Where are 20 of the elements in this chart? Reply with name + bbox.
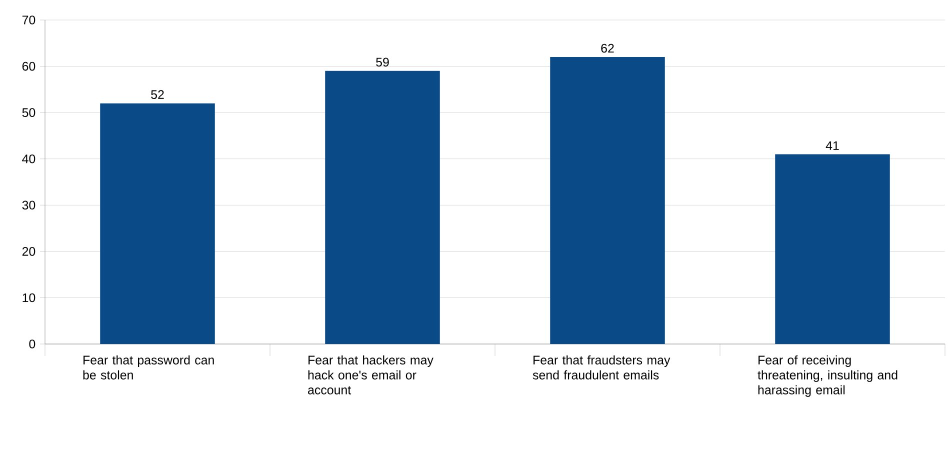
data-label: 52 — [151, 90, 164, 99]
y-tick-label: 50 — [22, 108, 36, 117]
bar — [100, 103, 215, 344]
y-tick-label: 70 — [22, 16, 36, 24]
y-tick-label: 60 — [22, 62, 36, 71]
x-tick-label: Fear that password can be stolen — [83, 355, 214, 380]
data-label: 62 — [601, 44, 614, 53]
bar — [550, 57, 665, 344]
bar — [775, 154, 890, 344]
x-tick-label: Fear of receiving threatening, insulting and harassing email — [758, 355, 898, 397]
y-tick-label: 40 — [22, 154, 36, 164]
x-tick-label: Fear that fraudsters may send fraudulent emails — [532, 355, 670, 380]
bar — [325, 70, 440, 344]
y-tick-label: 10 — [22, 293, 36, 302]
data-label: 41 — [826, 141, 839, 150]
data-label: 59 — [376, 58, 389, 67]
y-tick-label: 20 — [22, 247, 36, 256]
x-tick-label: Fear that hackers may hack one's email or account — [308, 355, 434, 394]
y-tick-label: 30 — [22, 200, 36, 210]
y-tick-label: 0 — [29, 340, 36, 348]
